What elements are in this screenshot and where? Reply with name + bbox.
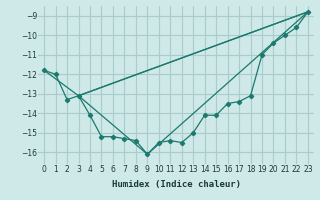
X-axis label: Humidex (Indice chaleur): Humidex (Indice chaleur) — [111, 180, 241, 189]
